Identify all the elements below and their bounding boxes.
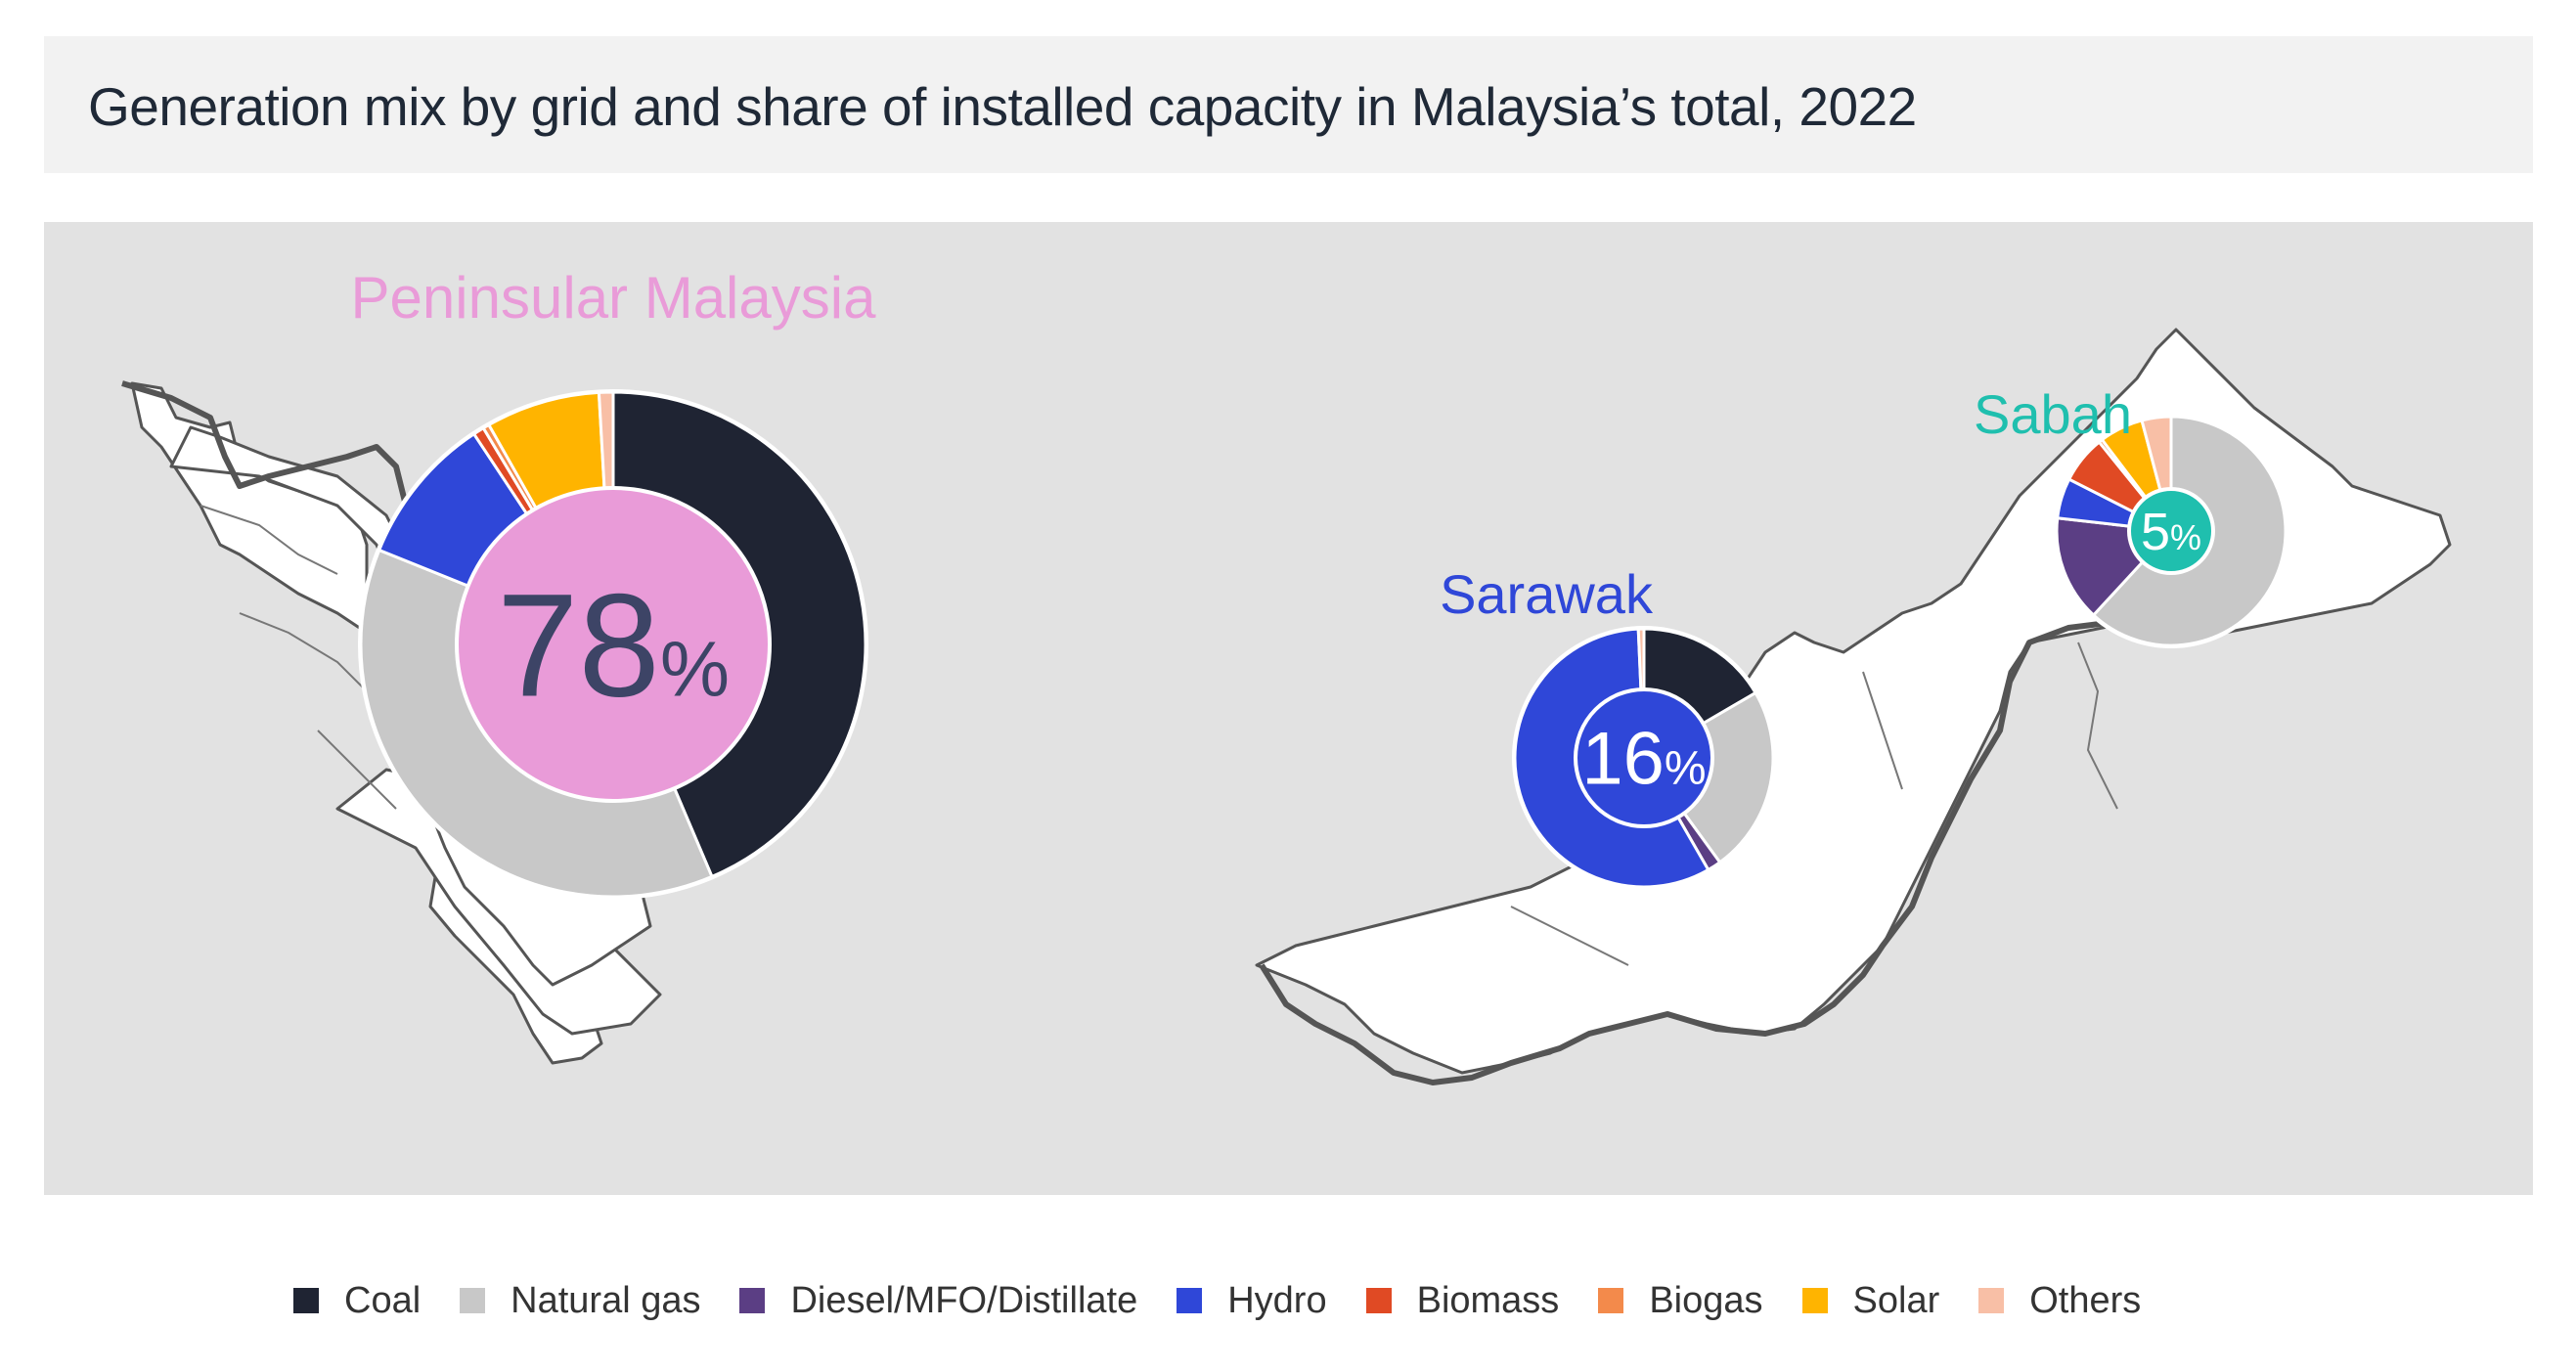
- legend-swatch: [1978, 1288, 2005, 1313]
- center-unit: %: [2170, 517, 2201, 557]
- donut-peninsular-malaysia: 78% Peninsular Malaysia: [351, 265, 877, 900]
- region-title: Sabah: [1974, 383, 2132, 445]
- borneo-landmass: [1255, 328, 2452, 1075]
- region-title: Sarawak: [1440, 563, 1654, 625]
- donut-center-value: 5%: [2141, 503, 2201, 561]
- legend-label: Coal: [344, 1279, 422, 1321]
- slice-others: [1636, 627, 1646, 691]
- legend-item: Biomass: [1365, 1279, 1560, 1322]
- center-number: 16: [1581, 718, 1665, 801]
- legend-label: Biomass: [1416, 1279, 1560, 1321]
- center-number: 5: [2141, 503, 2170, 561]
- legend-swatch: [1801, 1288, 1828, 1313]
- legend: Coal Natural gas Diesel/MFO/Distillate Hydr…: [293, 1276, 2180, 1325]
- legend-item: Solar: [1801, 1279, 1940, 1322]
- chart-title: Generation mix by grid and share of inst…: [88, 76, 1917, 137]
- legend-item: Diesel/MFO/Distillate: [739, 1280, 1137, 1322]
- map-state-lines: [200, 505, 2118, 966]
- center-unit: %: [660, 626, 730, 713]
- legend-swatch: [739, 1288, 766, 1313]
- legend-label: Biogas: [1649, 1279, 1763, 1321]
- legend-swatch: [1365, 1288, 1392, 1313]
- legend-item: Biogas: [1598, 1279, 1763, 1322]
- map-panel: 78% Peninsular Malaysia 16% Sarawak 5% Sabah: [44, 222, 2533, 1195]
- legend-item: Hydro: [1177, 1279, 1327, 1322]
- donut-center: [1574, 687, 1714, 828]
- legend-label: Solar: [1852, 1279, 1940, 1321]
- legend-item: Others: [1978, 1280, 2141, 1322]
- region-title: Peninsular Malaysia: [351, 265, 877, 331]
- legend-label: Others: [2029, 1279, 2142, 1321]
- legend-label: Hydro: [1227, 1279, 1327, 1321]
- donut-sabah: 5%Sabah: [1974, 383, 2288, 648]
- title-bar: Generation mix by grid and share of inst…: [44, 36, 2533, 173]
- donut-center: [455, 486, 772, 803]
- donut-center: [2127, 487, 2215, 575]
- legend-swatch: [293, 1288, 319, 1313]
- sarawak-kalimantan-border: [1259, 620, 2216, 1085]
- donut-center-value: 16%: [1581, 718, 1706, 801]
- legend-label: Natural gas: [511, 1279, 701, 1321]
- center-number: 78: [497, 563, 660, 728]
- donut-center-value: 78%: [497, 563, 730, 728]
- legend-swatch: [460, 1288, 486, 1313]
- legend-item: Natural gas: [460, 1280, 700, 1322]
- legend-swatch: [1598, 1288, 1624, 1313]
- legend-label: Diesel/MFO/Distillate: [790, 1279, 1138, 1321]
- center-unit: %: [1665, 743, 1707, 795]
- map-borders: [121, 380, 2216, 1085]
- donut-sarawak: 16% Sarawak: [1440, 563, 1776, 890]
- thai-border: [121, 380, 409, 507]
- legend-swatch: [1177, 1288, 1203, 1313]
- legend-item: Coal: [293, 1280, 421, 1322]
